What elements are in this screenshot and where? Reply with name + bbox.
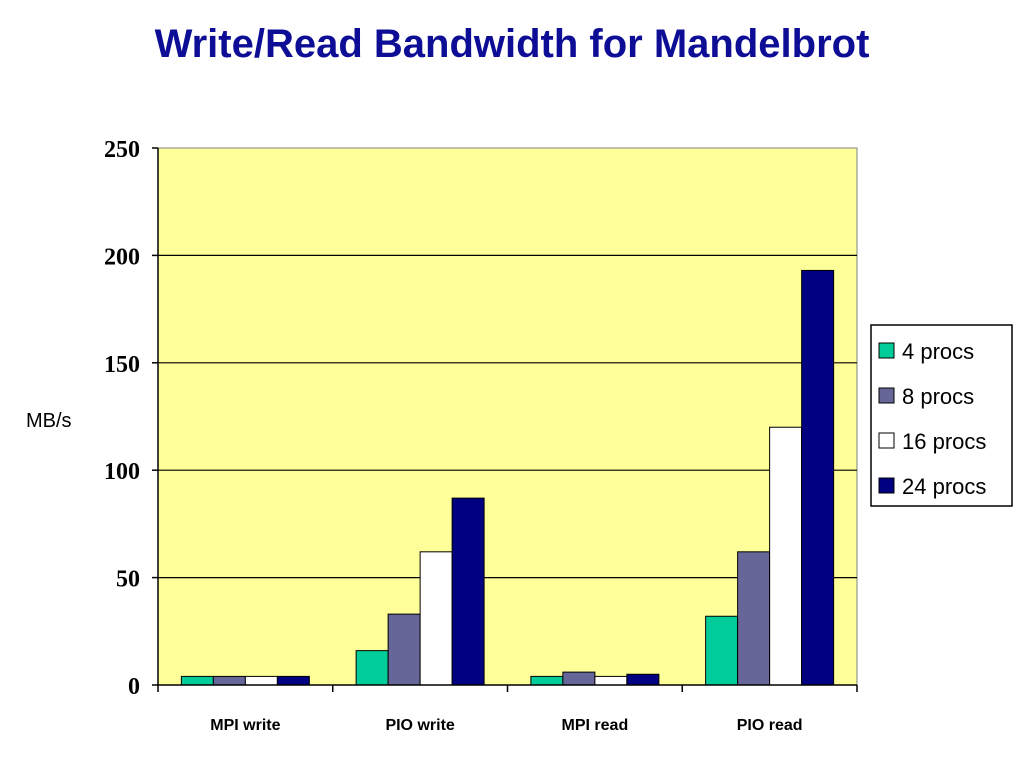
bar-mpi-read-16-procs xyxy=(594,675,628,686)
x-axis-ticks: MPI write PIO write MPI read PIO read xyxy=(157,685,858,734)
bar-mpi-read-4-procs xyxy=(530,675,564,686)
chart-title: Write/Read Bandwidth for Mandelbrot xyxy=(154,22,870,66)
bar-mpi-write-4-procs xyxy=(180,675,214,686)
bar-mpi-write-16-procs xyxy=(244,675,278,686)
bar-pio-read-24-procs xyxy=(801,269,835,686)
bar-pio-read-4-procs xyxy=(705,615,739,686)
bar-mpi-read-8-procs xyxy=(562,671,596,686)
legend-swatch xyxy=(878,342,895,359)
legend-label: 16 procs xyxy=(902,429,986,454)
bar-mpi-write-24-procs xyxy=(276,675,310,686)
x-category-label: MPI read xyxy=(562,717,629,734)
bar-mpi-read-24-procs xyxy=(626,673,660,686)
y-tick-label: 50 xyxy=(116,567,140,593)
y-tick-label: 250 xyxy=(104,137,140,163)
legend: 4 procs 8 procs 16 procs 24 procs xyxy=(870,324,1013,507)
bar-pio-write-16-procs xyxy=(419,551,453,686)
y-tick-label: 150 xyxy=(104,352,140,378)
bar-pio-write-4-procs xyxy=(355,650,389,686)
bar-mpi-write-8-procs xyxy=(212,675,246,686)
legend-swatch xyxy=(878,387,895,404)
y-axis-label: MB/s xyxy=(26,410,72,432)
bar-pio-write-24-procs xyxy=(451,497,485,686)
y-axis-ticks: 0 50 100 150 200 250 xyxy=(104,137,158,700)
legend-swatch xyxy=(878,432,895,449)
x-category-label: PIO write xyxy=(385,717,454,734)
legend-label: 24 procs xyxy=(902,474,986,499)
legend-swatch xyxy=(878,477,895,494)
y-tick-label: 0 xyxy=(128,674,140,700)
bar-pio-write-8-procs xyxy=(387,613,421,686)
x-category-label: PIO read xyxy=(737,717,803,734)
legend-label: 4 procs xyxy=(902,339,974,364)
gridlines xyxy=(158,254,857,579)
bar-pio-read-8-procs xyxy=(737,551,771,686)
bar-pio-read-16-procs xyxy=(769,426,803,686)
x-category-label: MPI write xyxy=(210,717,280,734)
legend-label: 8 procs xyxy=(902,384,974,409)
bars xyxy=(180,269,835,686)
y-tick-label: 200 xyxy=(104,244,140,270)
y-tick-label: 100 xyxy=(104,459,140,485)
